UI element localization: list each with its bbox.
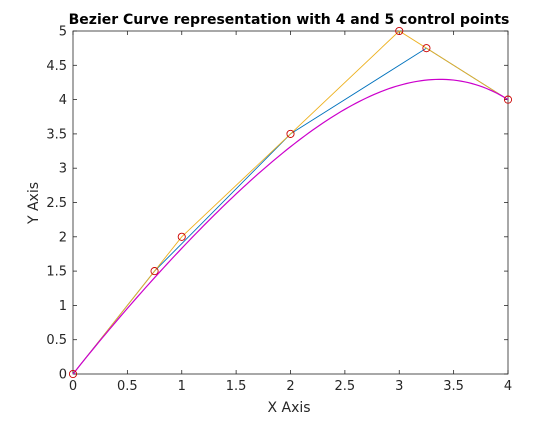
y-tick-label: 2.5: [46, 196, 67, 211]
x-tick-label: 0.5: [117, 379, 138, 394]
y-tick-label: 4.5: [46, 59, 67, 74]
x-tick-label: 2: [286, 379, 294, 394]
x-tick-label: 4: [504, 379, 512, 394]
y-tick-label: 0: [59, 368, 67, 383]
control-point-marker: [177, 232, 186, 241]
plot-frame: [72, 30, 509, 375]
y-axis-label: Y Axis: [26, 182, 42, 225]
y-tick-label: 2: [59, 230, 67, 245]
x-tick-label: 2.5: [335, 379, 356, 394]
y-tick-label: 1: [59, 299, 67, 314]
chart-title: Bezier Curve representation with 4 and 5…: [69, 12, 510, 28]
y-tick-label: 1.5: [46, 265, 67, 280]
x-tick-label: 1.5: [226, 379, 247, 394]
x-axis-label: X Axis: [267, 400, 310, 416]
y-tick-label: 3: [59, 162, 67, 177]
control-point-marker: [68, 369, 78, 379]
y-tick-label: 3.5: [46, 127, 67, 142]
y-tick-label: 4: [59, 93, 67, 108]
x-tick-label: 3.5: [443, 379, 464, 394]
y-tick-label: 5: [59, 25, 67, 40]
control-point-marker: [503, 95, 513, 104]
control-point-marker: [395, 26, 404, 36]
y-tick-label: 0.5: [46, 333, 67, 348]
control-polygon-line-2: [72, 30, 509, 375]
bezier-curve-line: [72, 78, 509, 375]
x-tick-label: 0: [69, 379, 77, 394]
x-tick-label: 1: [178, 379, 186, 394]
control-point-marker: [422, 44, 431, 53]
x-tick-label: 3: [395, 379, 403, 394]
control-point-marker: [150, 267, 159, 276]
control-point-marker: [286, 129, 295, 138]
plot-area: 0 0.5 1 1.5 2 2.5 3 3.5 4 0 0.5 1 1.5 2 2.5 3 3.5 4 4.5 5: [46, 25, 512, 395]
